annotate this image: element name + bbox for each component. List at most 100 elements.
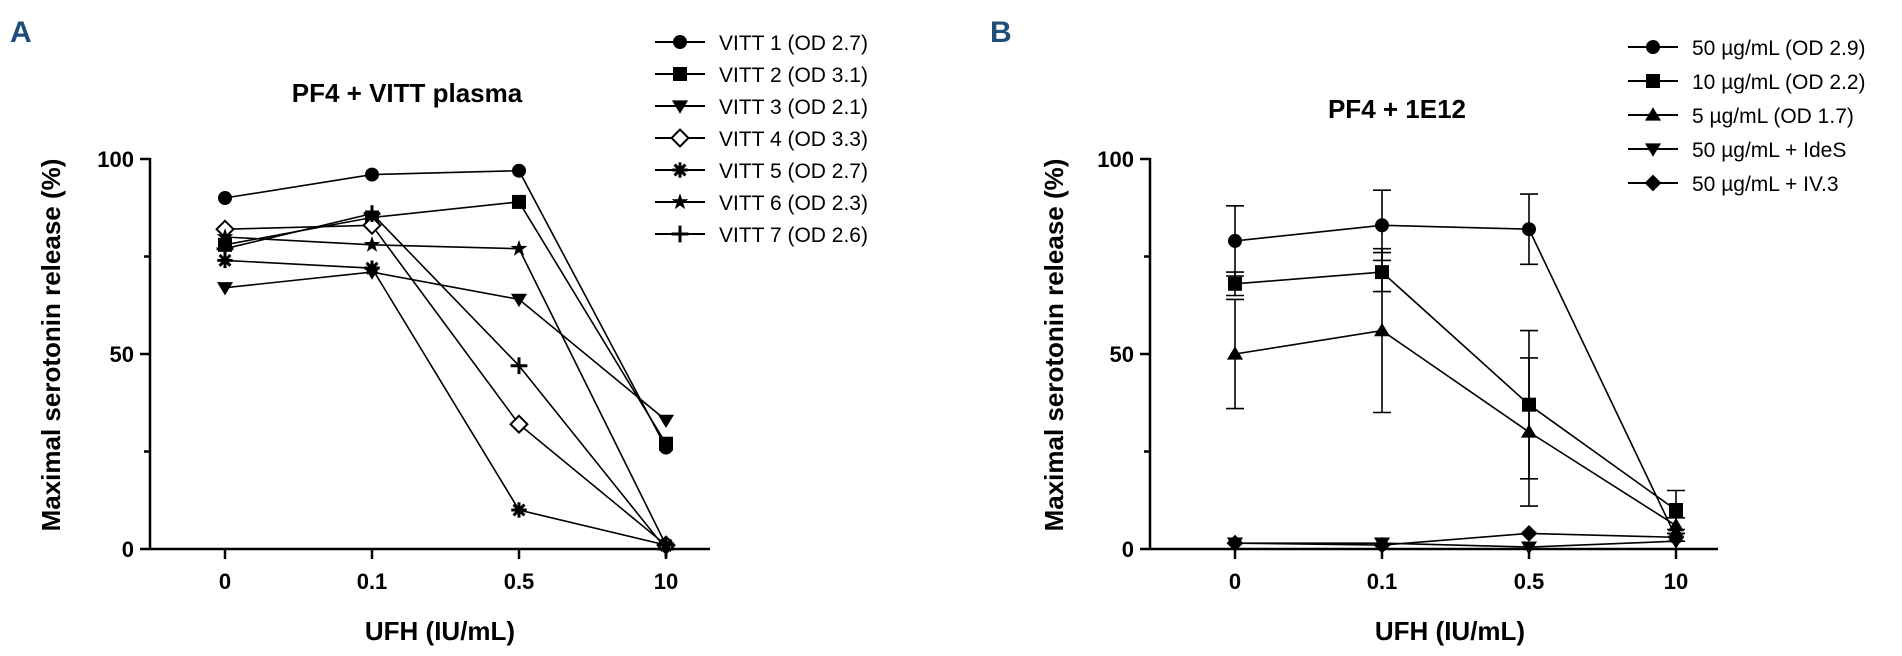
panel-a-legend-item: VITT 7 (OD 2.6) [655,224,868,247]
panel-b-title: PF4 + 1E12 [1328,94,1466,124]
panel-a-series-3 [216,266,675,428]
panel-a-x-tick-label: 0.5 [504,569,535,594]
panel-b-legend-label: 50 µg/mL (OD 2.9) [1692,37,1866,60]
panel-b-point [1520,424,1538,438]
panel-b-point [1667,517,1685,532]
panel-b-letter: B [990,16,1012,49]
panel-b-y-tick-label: 0 [1122,537,1134,562]
panel-b-series-3 [1226,247,1685,535]
panel-a-point [511,502,527,518]
panel-a-legend-marker [670,128,690,148]
panel-b-legend-marker [1644,143,1662,157]
panel-a-point [509,414,529,435]
panel-a-point [216,240,234,258]
panel-a-series-7 [216,205,675,558]
panel-a-legend-label: VITT 3 (OD 2.1) [719,96,868,119]
panel-a-legend-item: VITT 5 (OD 2.7) [655,160,868,183]
panel-b-legend: 50 µg/mL (OD 2.9) 10 µg/mL (OD 2.2) 5 µg/m… [1628,37,1866,196]
panel-b-legend-label: 10 µg/mL (OD 2.2) [1692,71,1866,94]
panel-a-legend-label: VITT 6 (OD 2.3) [719,192,868,215]
panel-b-point [1226,534,1244,552]
panel-b-series-5-line [1234,532,1677,546]
panel-a-y-tick-label: 0 [122,537,134,562]
panel-a-series-1-line [224,169,667,448]
panel-b-point [1226,346,1244,360]
panel-a-point [216,282,234,296]
panel-b-legend-marker [1644,174,1662,192]
panel-a-legend-marker [671,100,689,114]
panel-b-point [1373,536,1391,554]
panel-b-plot: 0 50 100 0 0.1 0.5 10 [1097,147,1718,594]
panel-b-legend-item: 50 µg/mL + IV.3 [1628,173,1839,196]
panel-a-point [512,163,526,178]
panel-a-point [216,228,234,245]
panel-b-series-1 [1226,189,1685,545]
panel-a-legend-marker [673,35,687,49]
panel-a-point [365,167,379,182]
panel-b-series-1-line [1234,224,1677,538]
panel-b-legend-marker [1646,74,1660,88]
panel-a-point [510,357,528,375]
panel-b-y-tick-label: 50 [1110,342,1134,367]
panel-a-y-tick-label: 50 [110,342,134,367]
panel-a-legend-label: VITT 7 (OD 2.6) [719,224,868,247]
panel-b-x-tick-label: 10 [1664,569,1688,594]
panel-a-legend-label: VITT 1 (OD 2.7) [719,32,868,55]
panel-a-point [364,260,380,276]
panel-a-point [657,540,675,558]
panel-b-point [1667,528,1685,546]
panel-a-point [510,239,528,256]
panel-a-series-1 [218,163,673,455]
panel-b-legend-label: 5 µg/mL (OD 1.7) [1692,105,1854,128]
panel-a-series-3-line [224,271,667,421]
panel-a-legend-marker [672,162,688,178]
panel-a-letter: A [10,16,32,49]
panel-b-point [1522,222,1536,237]
panel-a-point [512,194,526,209]
panel-a-x-axis-label: UFH (IU/mL) [365,616,515,646]
panel-a-series-4 [215,215,676,555]
panel-a-legend-item: VITT 1 (OD 2.7) [655,32,868,55]
panel-a-legend-item: VITT 3 (OD 2.1) [655,96,868,119]
panel-b-point [1669,503,1683,517]
panel-a-x-tick-label: 0 [219,569,231,594]
panel-a-series-5 [217,252,674,553]
panel-a-series-5-line [224,259,667,546]
panel-b-legend-item: 50 µg/mL + IdeS [1628,139,1846,162]
panel-a-legend-item: VITT 4 (OD 3.3) [655,128,868,151]
panel-a-legend-item: VITT 2 (OD 3.1) [655,64,868,87]
panel-b-series-3-line [1234,329,1677,527]
panel-a-point [363,236,381,252]
panel-a-x-tick-label: 0.1 [357,569,388,594]
panel-a-point [510,293,528,308]
panel-b-point [1228,276,1242,291]
panel-b-series-2-line [1234,271,1677,511]
panel-a-legend: VITT 1 (OD 2.7) VITT 2 (OD 3.1) VITT 3 (OD… [655,32,868,247]
panel-b-series-5 [1226,525,1685,554]
panel-b-point [1373,322,1391,337]
panel-a-plot: 0 50 100 0 0.1 0.5 10 [97,147,710,594]
panel-b-legend-label: 50 µg/mL + IdeS [1692,139,1846,162]
panel-a-legend-label: VITT 5 (OD 2.7) [719,160,868,183]
panel-a-legend-marker [673,67,687,81]
panel-b-point [1520,541,1538,555]
panel-a-point [657,414,675,428]
panel-a-legend-label: VITT 4 (OD 3.3) [719,128,868,151]
panel-a-point [363,205,381,222]
panel-b-y-tick-label: 100 [1097,147,1134,172]
panel-a-x-tick-label: 10 [654,569,678,594]
panel-a-series-7-line [224,212,667,550]
panel-b-legend-item: 10 µg/mL (OD 2.2) [1628,71,1866,94]
panel-b-x-tick-label: 0 [1229,569,1241,594]
panel-b-legend-item: 50 µg/mL (OD 2.9) [1628,37,1866,60]
panel-b-y-axis-label: Maximal serotonin release (%) [1039,159,1069,532]
panel-a-y-tick-label: 100 [97,147,134,172]
panel-a-y-axis-label: Maximal serotonin release (%) [36,159,66,532]
panel-b-point [1228,233,1242,248]
panel-a-legend-marker [671,225,689,243]
panel-b-legend-label: 50 µg/mL + IV.3 [1692,173,1839,196]
panel-b-x-axis-label: UFH (IU/mL) [1375,616,1525,646]
panel-b-x-tick-label: 0.5 [1514,569,1545,594]
panel-b-point [1520,525,1538,542]
panel-a-point [218,191,232,205]
